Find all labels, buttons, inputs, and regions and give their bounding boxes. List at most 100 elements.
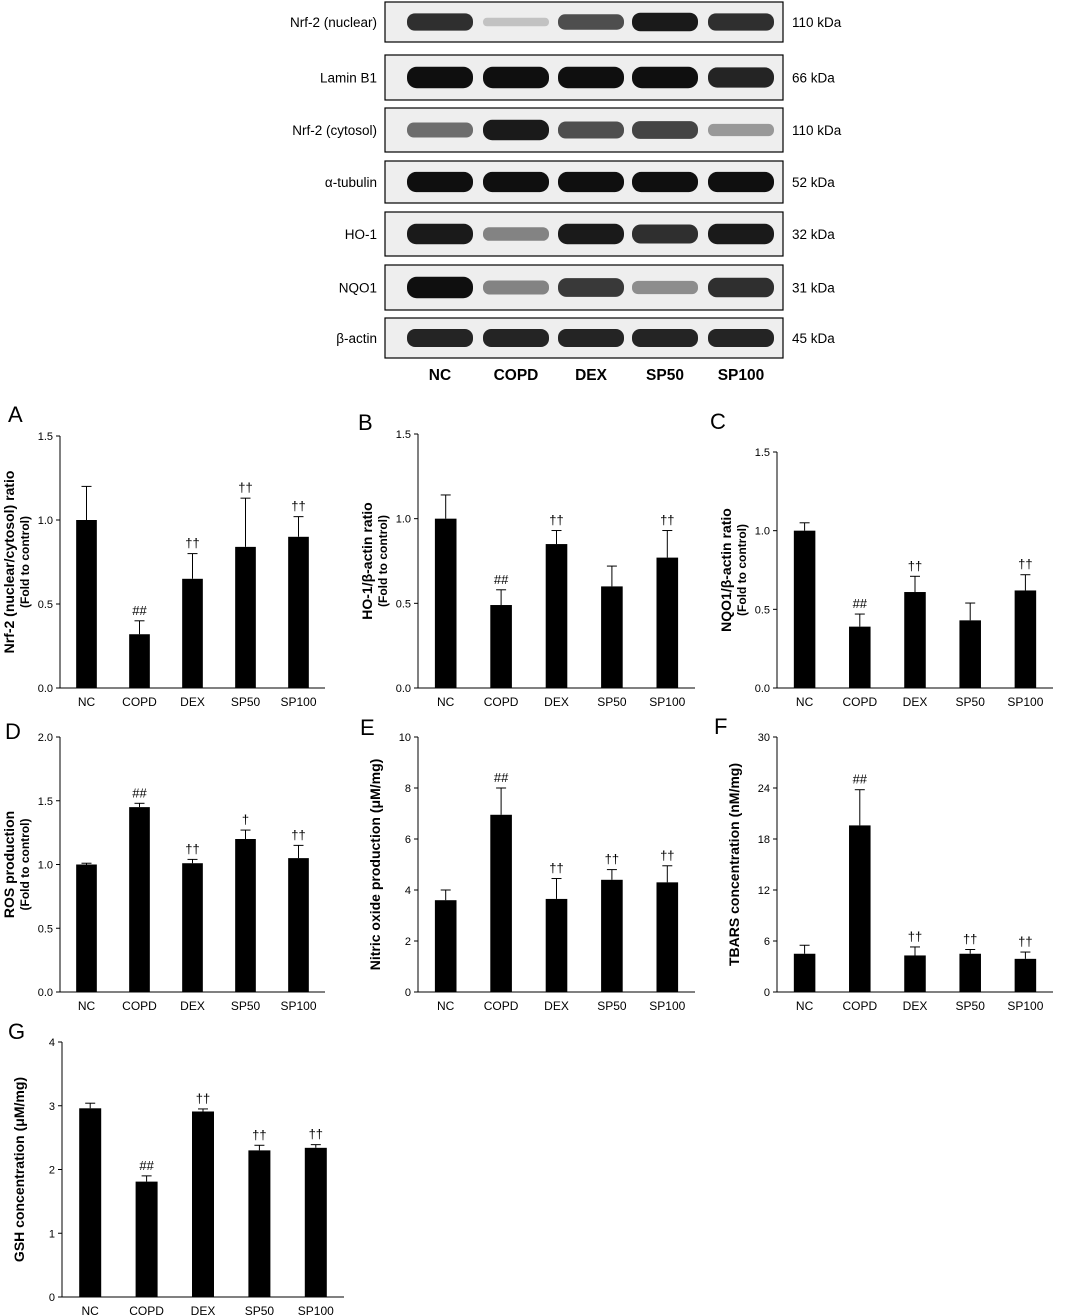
significance-marker: †† xyxy=(549,513,563,528)
bar xyxy=(1014,590,1037,688)
x-tick-label: SP50 xyxy=(597,695,627,709)
bar xyxy=(182,863,203,992)
y-tick-label: 1.0 xyxy=(38,515,53,527)
blot-band xyxy=(708,123,774,137)
y-tick-label: 0.5 xyxy=(38,599,53,611)
bar xyxy=(490,814,512,992)
bar xyxy=(490,605,512,688)
y-tick-label: 8 xyxy=(405,783,411,795)
chart-panel: A 0.0 0.5 1.0 1.5 Nrf-2 (nuclear/cytosol) rat… xyxy=(1,402,325,709)
x-tick-label: COPD xyxy=(842,695,877,709)
blot-band xyxy=(483,17,549,27)
blot-lane-label: SP100 xyxy=(718,367,765,384)
significance-marker: †† xyxy=(605,852,619,867)
x-tick-label: SP100 xyxy=(649,695,685,709)
y-axis-label-secondary: (Fold to control) xyxy=(18,819,32,911)
bar xyxy=(192,1111,214,1297)
significance-marker: ## xyxy=(853,596,868,611)
blot-band xyxy=(632,66,698,89)
significance-marker: ## xyxy=(139,1158,154,1173)
bar xyxy=(793,953,816,992)
x-tick-label: SP50 xyxy=(956,999,986,1013)
significance-marker: †† xyxy=(185,536,199,551)
bar xyxy=(959,953,981,992)
x-tick-label: SP100 xyxy=(280,695,316,709)
y-tick-label: 0 xyxy=(49,1292,55,1304)
significance-marker: ## xyxy=(494,572,509,587)
blot-row: Nrf-2 (nuclear) 110 kDa xyxy=(290,1,842,43)
x-tick-label: COPD xyxy=(122,695,157,709)
x-tick-label: DEX xyxy=(544,695,569,709)
y-tick-label: 1.5 xyxy=(396,429,411,441)
blot-band xyxy=(483,171,549,193)
x-tick-label: DEX xyxy=(180,999,205,1013)
y-axis-label: NQO1/β-actin ratio xyxy=(718,508,734,632)
blot-row: HO-1 32 kDa xyxy=(345,211,835,257)
significance-marker: †† xyxy=(963,932,977,947)
x-tick-label: NC xyxy=(437,695,455,709)
y-tick-label: 0.0 xyxy=(755,683,770,695)
blot-row: Lamin B1 66 kDa xyxy=(320,54,835,101)
panel-label: C xyxy=(710,409,726,434)
bar xyxy=(76,520,97,688)
blot-band xyxy=(483,119,549,141)
y-tick-label: 4 xyxy=(49,1037,55,1049)
bar xyxy=(434,900,457,992)
x-tick-label: COPD xyxy=(484,999,519,1013)
x-tick-label: NC xyxy=(82,1304,100,1316)
significance-marker: †† xyxy=(660,848,674,863)
blot-band xyxy=(483,280,549,295)
y-tick-label: 0 xyxy=(405,987,411,999)
y-axis-label: Nrf-2 (nuclear/cytosol) ratio xyxy=(1,471,17,654)
chart-panel: G 0 1 2 3 4 GSH concentration (μM/mg) NC COPD ## D… xyxy=(8,1019,344,1316)
chart-panel: F 0 6 12 18 24 30 TBARS concentration (nM/mg) NC… xyxy=(714,714,1053,1013)
bar-charts: A 0.0 0.5 1.0 1.5 Nrf-2 (nuclear/cytosol) rat… xyxy=(1,402,1053,1316)
y-tick-label: 2 xyxy=(49,1165,55,1177)
blot-band xyxy=(632,224,698,244)
y-tick-label: 0.0 xyxy=(396,683,411,695)
x-tick-label: SP100 xyxy=(1007,695,1043,709)
bar xyxy=(601,586,623,688)
blot-band xyxy=(483,329,549,347)
blot-row: Nrf-2 (cytosol) 110 kDa xyxy=(292,107,842,153)
x-tick-label: COPD xyxy=(129,1304,164,1316)
y-axis-label: Nitric oxide production (μM/mg) xyxy=(367,759,383,971)
x-tick-label: SP50 xyxy=(956,695,986,709)
blot-band xyxy=(558,14,624,30)
bar xyxy=(656,882,679,992)
blot-kda-label: 31 kDa xyxy=(792,281,835,296)
blot-band xyxy=(407,171,473,193)
bar xyxy=(129,807,150,992)
y-axis-label-secondary: (Fold to control) xyxy=(735,524,749,616)
y-tick-label: 0 xyxy=(764,987,770,999)
y-tick-label: 2 xyxy=(405,936,411,948)
blot-row: β-actin 45 kDa xyxy=(336,317,835,359)
significance-marker: †† xyxy=(1018,557,1032,572)
panel-label: D xyxy=(5,719,21,744)
y-tick-label: 1.0 xyxy=(396,514,411,526)
significance-marker: †† xyxy=(252,1127,266,1142)
blot-band xyxy=(483,66,549,89)
bar xyxy=(288,858,309,992)
blot-band xyxy=(558,329,624,347)
blot-row: α-tubulin 52 kDa xyxy=(325,160,835,204)
significance-marker: ## xyxy=(132,603,147,618)
blot-band xyxy=(708,277,774,298)
blot-band xyxy=(407,66,473,89)
y-tick-label: 1.5 xyxy=(38,431,53,443)
blot-kda-label: 110 kDa xyxy=(792,123,842,138)
bar xyxy=(545,544,568,688)
bar xyxy=(793,530,816,688)
bar xyxy=(235,546,256,688)
blot-row-label: Nrf-2 (cytosol) xyxy=(292,123,377,138)
significance-marker: †† xyxy=(660,513,674,528)
y-tick-label: 0.5 xyxy=(38,923,53,935)
y-axis-label: HO-1/β-actin ratio xyxy=(359,502,375,619)
blot-band xyxy=(632,121,698,139)
y-tick-label: 1.0 xyxy=(755,526,770,538)
bar xyxy=(904,955,926,992)
bar xyxy=(849,825,871,992)
blot-band xyxy=(558,223,624,245)
y-axis-label-secondary: (Fold to control) xyxy=(376,515,390,607)
significance-marker: †† xyxy=(549,861,563,876)
